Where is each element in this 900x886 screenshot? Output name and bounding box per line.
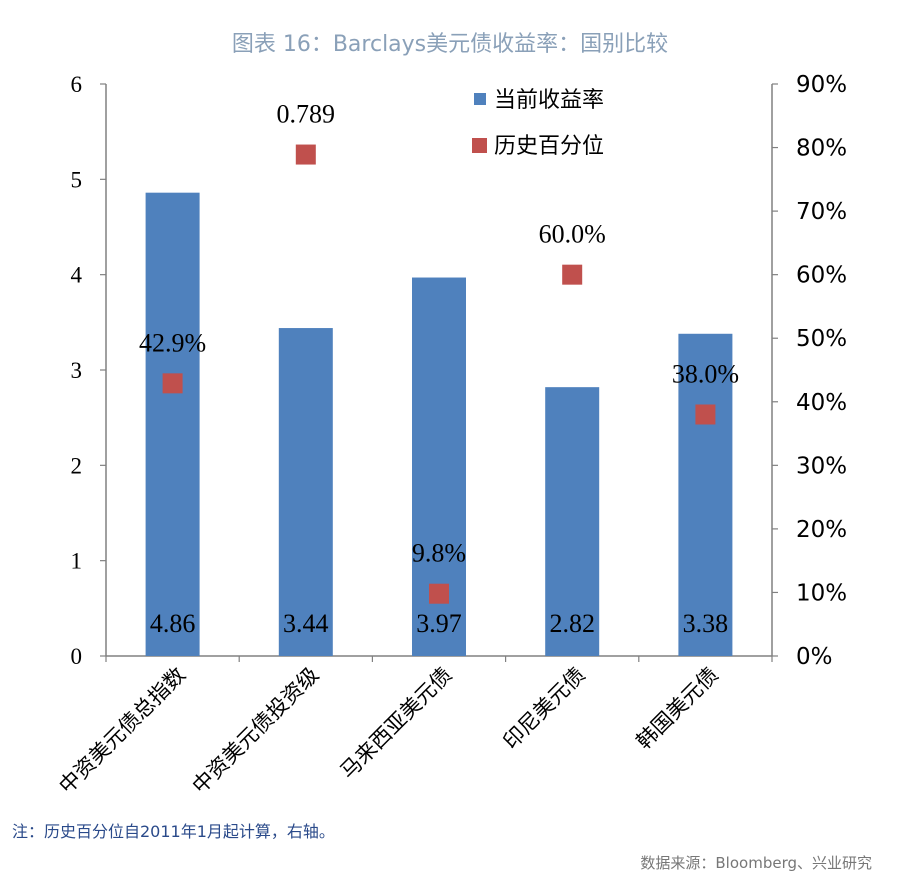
legend-bar-label: 当前收益率	[494, 88, 604, 113]
bar	[278, 328, 333, 656]
left-tick-label: 6	[71, 72, 83, 97]
right-tick-label: 80%	[796, 136, 847, 162]
chart-title: 图表 16：Barclays美元债收益率：国别比较	[231, 32, 669, 57]
right-tick-label: 20%	[796, 517, 847, 543]
right-tick-label: 40%	[796, 390, 847, 416]
percentile-label: 9.8%	[412, 539, 466, 568]
percentile-label: 0.789	[277, 100, 336, 129]
right-tick-label: 90%	[796, 72, 847, 98]
left-tick-label: 3	[71, 358, 83, 383]
left-tick-label: 1	[71, 549, 83, 574]
percentile-label: 38.0%	[672, 359, 739, 388]
legend-bar-swatch	[474, 93, 486, 105]
right-tick-label: 10%	[796, 580, 847, 606]
legend-marker-swatch	[472, 138, 487, 153]
right-tick-label: 50%	[796, 326, 847, 352]
bar	[145, 192, 200, 656]
category-label: 中资美元债投资级	[188, 663, 324, 799]
percentile-marker	[429, 583, 449, 604]
bar-value-label: 3.38	[683, 609, 729, 638]
right-tick-label: 60%	[796, 263, 847, 289]
category-label: 马来西亚美元债	[336, 663, 457, 784]
category-label: 印尼美元债	[499, 663, 590, 754]
left-tick-label: 5	[71, 167, 83, 192]
left-tick-label: 4	[71, 263, 83, 288]
data-source: 数据来源：Bloomberg、兴业研究	[640, 854, 872, 872]
bar-value-label: 3.97	[416, 609, 462, 638]
percentile-marker	[695, 404, 716, 425]
percentile-marker	[162, 373, 183, 394]
percentile-marker	[562, 264, 583, 285]
legend-marker-label: 历史百分位	[494, 134, 604, 159]
bar	[678, 333, 733, 656]
category-label: 韩国美元债	[632, 663, 723, 754]
bar-value-label: 4.86	[150, 609, 196, 638]
right-tick-label: 70%	[796, 199, 847, 225]
percentile-marker	[295, 144, 316, 165]
percentile-label: 42.9%	[139, 328, 206, 357]
right-tick-label: 0%	[796, 644, 833, 670]
left-tick-label: 0	[71, 644, 83, 669]
percentile-label: 60.0%	[539, 220, 606, 249]
chart-note: 注：历史百分位自2011年1月起计算，右轴。	[12, 822, 335, 841]
bar-value-label: 3.44	[283, 609, 329, 638]
right-tick-label: 30%	[796, 453, 847, 479]
category-label: 中资美元债总指数	[54, 663, 190, 799]
bar	[545, 387, 600, 656]
left-tick-label: 2	[71, 453, 83, 478]
bar-value-label: 2.82	[549, 609, 595, 638]
